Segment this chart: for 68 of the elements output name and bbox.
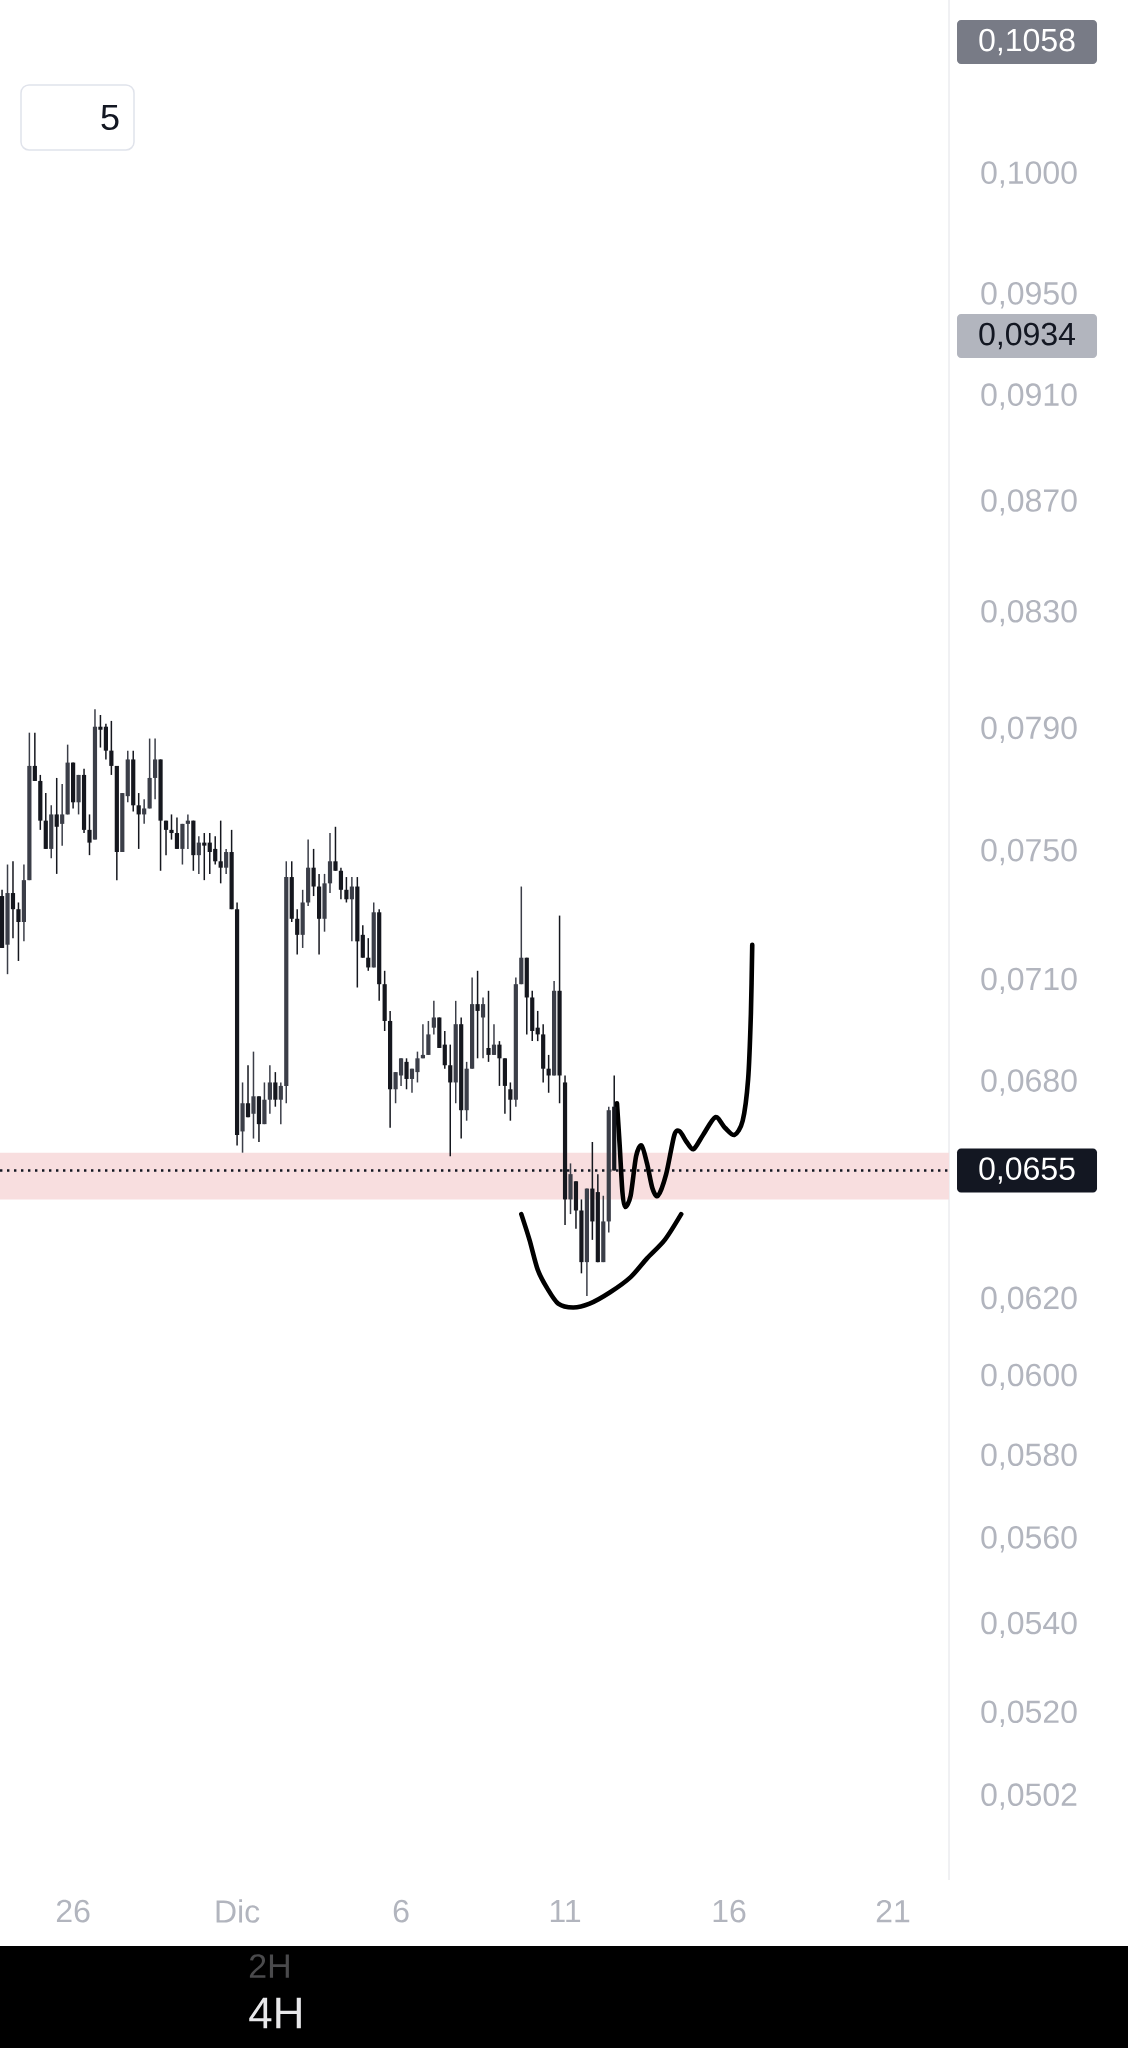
text: 4H	[249, 1997, 301, 2029]
candlestick	[174, 816, 180, 850]
y-tick-label: 0,0910	[981, 383, 1077, 410]
candlestick	[344, 876, 349, 904]
candlestick	[327, 832, 333, 894]
candlestick	[431, 1000, 436, 1036]
y-tick-label: 0,0790	[981, 716, 1077, 743]
y-tick-label: 0,0710	[981, 967, 1077, 995]
candlestick	[60, 783, 65, 847]
annotation: 5	[101, 104, 119, 131]
y-tick-label: 0,0520	[981, 1700, 1077, 1727]
candlestick	[426, 1020, 431, 1056]
candlestick	[109, 720, 114, 776]
candlestick	[475, 970, 480, 1060]
candlestick	[224, 848, 229, 875]
candlestick	[169, 813, 174, 841]
ref-line-label: 0,0655	[979, 1157, 1075, 1184]
candlestick	[218, 819, 223, 885]
candlestick	[267, 1064, 272, 1115]
y-tick-label: 0,0540	[981, 1611, 1077, 1639]
y-tick-label: 0,0580	[981, 1443, 1077, 1470]
x-tick-label: Dic	[216, 1899, 260, 1923]
candlestick	[245, 1064, 251, 1118]
y-tick-label: 0,1000	[981, 161, 1077, 188]
text: 2H	[249, 1954, 289, 1978]
candlestick	[16, 901, 21, 962]
candlestick	[152, 737, 158, 800]
candlestick	[202, 832, 207, 881]
x-tick-label: 26	[56, 1899, 90, 1923]
x-tick-label: 6	[393, 1899, 409, 1923]
candlestick	[311, 848, 316, 897]
text: 0,1058	[979, 28, 1075, 56]
candlestick	[448, 1043, 453, 1157]
candlestick	[278, 1081, 283, 1125]
x-tick-label: 16	[713, 1899, 746, 1923]
y-tick-label: 0,0560	[981, 1526, 1077, 1553]
x-tick-label: 11	[550, 1900, 581, 1923]
candlestick	[508, 1081, 513, 1122]
candlestick	[333, 826, 338, 872]
candlestick	[251, 1050, 256, 1140]
candlestick	[54, 777, 59, 875]
candlestick	[87, 813, 92, 856]
candlestick	[497, 1040, 502, 1087]
candlestick	[10, 860, 16, 939]
y-tick-label: 0,0870	[981, 489, 1077, 516]
candlestick	[295, 908, 300, 956]
candlestick	[360, 924, 365, 959]
text: 0,0934	[979, 322, 1075, 350]
candlestick	[273, 1071, 278, 1108]
y-tick-label: 0,0680	[981, 1069, 1077, 1096]
y-tick-label: 0,0620	[981, 1286, 1077, 1314]
y-tick-label: 0,0600	[981, 1363, 1077, 1391]
candlestick	[480, 996, 486, 1060]
candlestick	[136, 792, 141, 850]
candlestick	[442, 1030, 447, 1070]
candlestick	[196, 835, 201, 875]
candlestick	[486, 990, 491, 1063]
y-tick-label: 0,0750	[981, 838, 1077, 866]
candlestick	[338, 866, 344, 901]
candlestick	[163, 819, 169, 856]
y-tick-label: 0,0502	[981, 1783, 1077, 1810]
candlestick	[404, 1057, 409, 1091]
y-tick-label: 0,0830	[981, 599, 1077, 627]
candlestick	[142, 798, 147, 825]
candlestick	[32, 731, 37, 782]
y-tick-label: 0,0950	[981, 282, 1077, 309]
x-tick-label: 21	[876, 1899, 910, 1923]
candlestick	[491, 1023, 497, 1056]
